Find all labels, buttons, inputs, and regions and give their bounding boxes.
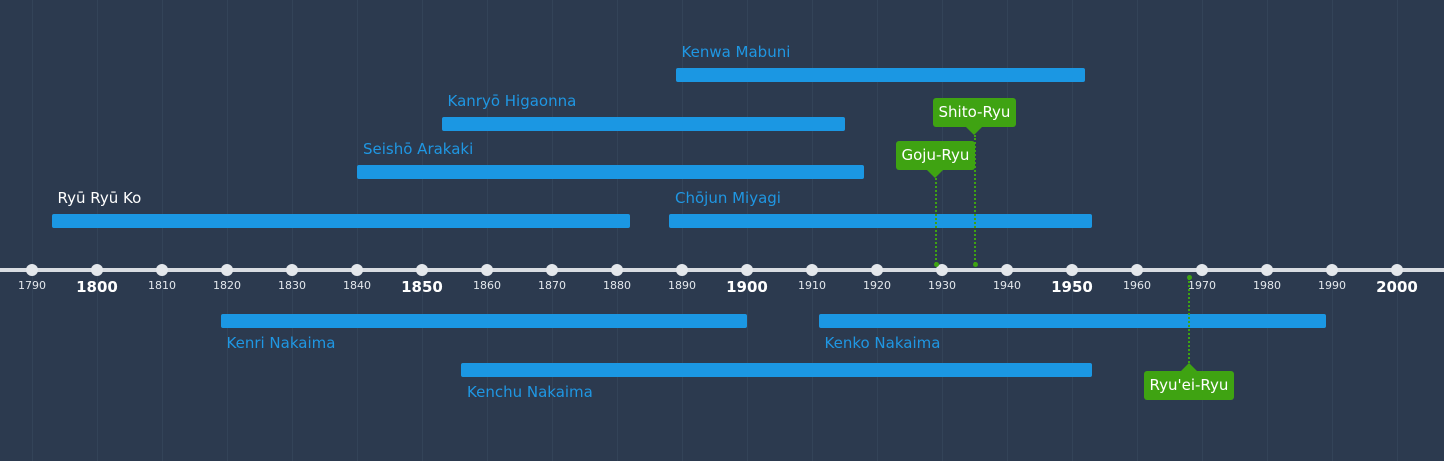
event-marker[interactable]: Shito-Ryu — [932, 98, 1017, 135]
person-bar[interactable] — [220, 314, 747, 328]
person-bar[interactable] — [441, 117, 845, 131]
event-dot — [933, 262, 939, 267]
gridline — [32, 0, 33, 461]
event-pointer — [966, 127, 983, 135]
gridline — [1332, 0, 1333, 461]
tick-label: 1920 — [863, 279, 891, 292]
gridline — [422, 0, 423, 461]
tick-label: 1950 — [1051, 278, 1093, 296]
tick-label: 1800 — [76, 278, 118, 296]
gridline — [942, 0, 943, 461]
gridline — [162, 0, 163, 461]
tick-dot — [221, 264, 233, 276]
tick-dot — [546, 264, 558, 276]
tick-label: 1970 — [1188, 279, 1216, 292]
tick-label: 1940 — [993, 279, 1021, 292]
tick-dot — [936, 264, 948, 276]
tick-dot — [741, 264, 753, 276]
tick-label: 1900 — [726, 278, 768, 296]
gridline — [552, 0, 553, 461]
tick-dot — [611, 264, 623, 276]
tick-dot — [286, 264, 298, 276]
tick-label: 1910 — [798, 279, 826, 292]
tick-dot — [481, 264, 493, 276]
event-marker[interactable]: Goju-Ryu — [895, 141, 976, 178]
person-bar[interactable] — [818, 314, 1326, 328]
tick-dot — [806, 264, 818, 276]
person-label[interactable]: Kenchu Nakaima — [467, 383, 593, 401]
tick-label: 1980 — [1253, 279, 1281, 292]
gridline — [292, 0, 293, 461]
gridline — [227, 0, 228, 461]
tick-dot — [676, 264, 688, 276]
tick-label: 2000 — [1376, 278, 1418, 296]
tick-label: 1960 — [1123, 279, 1151, 292]
person-bar[interactable] — [675, 68, 1085, 82]
event-marker[interactable]: Ryu'ei-Ryu — [1143, 363, 1235, 400]
person-label[interactable]: Kanryō Higaonna — [447, 92, 577, 110]
event-label: Shito-Ryu — [938, 103, 1011, 121]
gridline — [617, 0, 618, 461]
gridline — [747, 0, 748, 461]
tick-dot — [156, 264, 168, 276]
tick-label: 1880 — [603, 279, 631, 292]
tick-label: 1820 — [213, 279, 241, 292]
tick-dot — [1326, 264, 1338, 276]
tick-dot — [1196, 264, 1208, 276]
tick-label: 1810 — [148, 279, 176, 292]
tick-dot — [1131, 264, 1143, 276]
tick-dot — [26, 264, 38, 276]
gridline — [97, 0, 98, 461]
gridline — [357, 0, 358, 461]
person-label[interactable]: Kenwa Mabuni — [681, 43, 791, 61]
tick-label: 1850 — [401, 278, 443, 296]
tick-label: 1860 — [473, 279, 501, 292]
event-connector — [934, 178, 937, 264]
gridline — [1137, 0, 1138, 461]
tick-label: 1990 — [1318, 279, 1346, 292]
tick-label: 1870 — [538, 279, 566, 292]
person-label[interactable]: Seishō Arakaki — [363, 140, 474, 158]
gridline — [812, 0, 813, 461]
person-bar[interactable] — [461, 363, 1092, 377]
tick-label: 1930 — [928, 279, 956, 292]
person-label[interactable]: Kenri Nakaima — [226, 334, 336, 352]
person-bar[interactable] — [357, 165, 864, 179]
event-dot — [1187, 275, 1192, 280]
event-connector — [1188, 278, 1190, 363]
gridline — [487, 0, 488, 461]
gridline — [1397, 0, 1398, 461]
gridline — [1202, 0, 1203, 461]
tick-dot — [91, 264, 103, 276]
tick-label: 1830 — [278, 279, 306, 292]
event-label: Goju-Ryu — [901, 146, 970, 164]
person-label[interactable]: Ryū Ryū Ko — [57, 189, 142, 207]
person-bar[interactable] — [669, 214, 1092, 228]
person-label[interactable]: Chōjun Miyagi — [675, 189, 781, 207]
gridline — [682, 0, 683, 461]
tick-label: 1840 — [343, 279, 371, 292]
gridline — [1072, 0, 1073, 461]
tick-dot — [1261, 264, 1273, 276]
person-label[interactable]: Kenko Nakaima — [824, 334, 941, 352]
person-bar[interactable] — [51, 214, 630, 228]
tick-dot — [1066, 264, 1078, 276]
timeline-axis — [0, 268, 1444, 272]
tick-dot — [871, 264, 883, 276]
event-pointer — [927, 170, 944, 178]
event-dot — [972, 262, 978, 267]
event-pointer — [1180, 363, 1197, 371]
gridline — [1267, 0, 1268, 461]
tick-dot — [351, 264, 363, 276]
gridline — [1007, 0, 1008, 461]
tick-dot — [1001, 264, 1013, 276]
tick-dot — [416, 264, 428, 276]
tick-label: 1890 — [668, 279, 696, 292]
event-label: Ryu'ei-Ryu — [1149, 376, 1229, 394]
event-connector — [973, 135, 976, 264]
tick-dot — [1391, 264, 1403, 276]
gridline — [877, 0, 878, 461]
tick-label: 1790 — [18, 279, 46, 292]
